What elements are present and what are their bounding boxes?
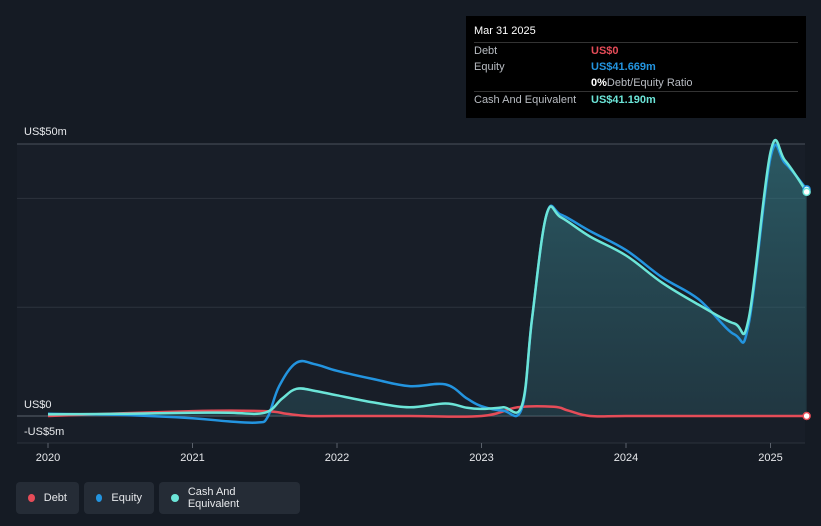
legend-item-cash[interactable]: Cash And Equivalent <box>159 482 300 514</box>
cash-end-marker <box>802 187 811 197</box>
x-tick-label: 2025 <box>758 452 782 464</box>
y-label-zero: US$0 <box>24 399 52 411</box>
tooltip-ratio-suffix: Debt/Equity Ratio <box>606 77 693 89</box>
x-tick-label: 2020 <box>36 452 60 464</box>
tooltip-debt-value: US$0 <box>591 45 619 57</box>
tooltip-equity-value: US$41.669m <box>591 61 656 73</box>
tooltip-row-ratio: 0% Debt/Equity Ratio <box>474 75 798 91</box>
cash-and-equivalent-line <box>47 138 808 416</box>
legend-debt-dot <box>28 494 35 502</box>
legend-debt-label: Debt <box>43 492 67 504</box>
legend-item-debt[interactable]: Debt <box>16 482 79 514</box>
tooltip-row-equity: Equity US$41.669m <box>474 59 798 75</box>
legend-item-equity[interactable]: Equity <box>84 482 154 514</box>
cash-area-fill <box>48 140 807 417</box>
legend-equity-dot <box>96 494 103 502</box>
tooltip-row-cash: Cash And Equivalent US$41.190m <box>474 91 798 108</box>
debt-line <box>47 404 807 418</box>
x-tick-label: 2024 <box>614 452 638 464</box>
legend-cash-dot <box>171 494 179 502</box>
y-axis-labels: US$50m US$0 -US$5m <box>24 126 67 438</box>
x-tick-label: 2022 <box>325 452 349 464</box>
tooltip-ratio-value: 0% <box>591 77 607 89</box>
tooltip-ratio-label <box>474 75 591 91</box>
tooltip-row-debt: Debt US$0 <box>474 42 798 59</box>
debt-end-marker <box>802 411 811 421</box>
series-lines <box>47 138 808 425</box>
x-tick-label: 2023 <box>469 452 493 464</box>
end-markers <box>802 185 811 421</box>
tooltip-cash-value: US$41.190m <box>591 94 656 106</box>
x-axis-ticks: 2020 2021 2022 2023 2024 2025 <box>36 443 783 464</box>
legend-cash-label: Cash And Equivalent <box>187 486 240 510</box>
tooltip-debt-label: Debt <box>474 45 498 57</box>
legend-equity-label: Equity <box>111 492 142 504</box>
tooltip-cash-label: Cash And Equivalent <box>474 94 577 106</box>
tooltip-date: Mar 31 2025 <box>474 25 536 37</box>
tooltip-panel: Mar 31 2025 Debt US$0 Equity US$41.669m … <box>466 16 806 118</box>
legend: Debt Equity Cash And Equivalent <box>16 482 300 514</box>
cash-area <box>48 140 807 417</box>
tooltip-equity-label: Equity <box>474 61 505 73</box>
y-label-top: US$50m <box>24 126 67 138</box>
x-tick-label: 2021 <box>180 452 204 464</box>
y-label-bottom: -US$5m <box>24 426 64 438</box>
gridlines <box>17 143 805 444</box>
